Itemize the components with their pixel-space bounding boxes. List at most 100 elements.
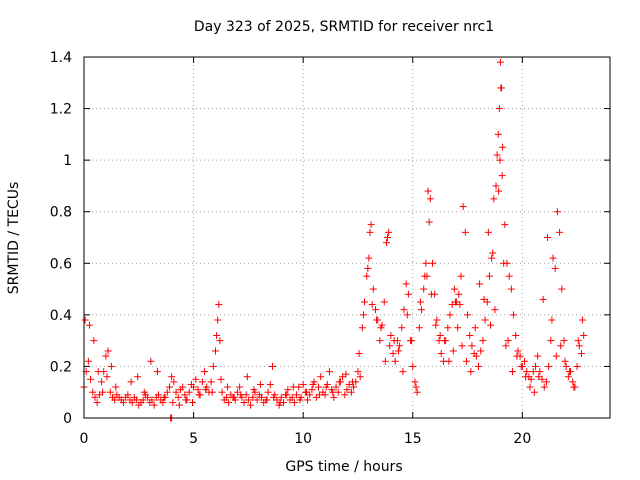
data-point — [564, 373, 572, 381]
data-point — [293, 391, 301, 399]
data-point — [542, 378, 550, 386]
data-point — [112, 383, 120, 391]
data-point — [487, 321, 495, 329]
data-point — [422, 259, 430, 267]
data-point — [208, 388, 216, 396]
data-point — [426, 195, 434, 203]
data-point — [343, 386, 351, 394]
data-point — [188, 399, 196, 407]
data-point — [479, 337, 487, 345]
data-point — [277, 393, 285, 401]
data-point — [87, 375, 95, 383]
data-point — [308, 386, 316, 394]
data-point — [459, 203, 467, 211]
data-point — [412, 383, 420, 391]
data-point — [366, 228, 374, 236]
data-point — [170, 378, 178, 386]
data-points — [80, 58, 588, 422]
data-point — [556, 228, 564, 236]
data-point — [315, 383, 323, 391]
data-point — [404, 290, 412, 298]
data-point — [148, 396, 156, 404]
data-point — [492, 182, 500, 190]
x-tick-label: 20 — [513, 431, 531, 447]
data-point — [371, 306, 379, 314]
data-point — [427, 290, 435, 298]
data-point — [494, 130, 502, 138]
data-point — [505, 272, 513, 280]
data-point — [527, 375, 535, 383]
data-point — [507, 285, 515, 293]
data-point — [359, 311, 367, 319]
data-point — [445, 357, 453, 365]
x-tick-label: 0 — [80, 431, 89, 447]
y-tick-label: 1.2 — [50, 102, 72, 118]
data-point — [395, 347, 403, 355]
data-point — [574, 337, 582, 345]
data-point — [256, 380, 264, 388]
data-point — [560, 337, 568, 345]
data-point — [165, 383, 173, 391]
data-point — [103, 373, 111, 381]
data-point — [147, 357, 155, 365]
data-point — [249, 393, 257, 401]
data-point — [224, 383, 232, 391]
data-point — [411, 378, 419, 386]
data-point — [347, 388, 355, 396]
data-point — [243, 373, 251, 381]
data-point — [561, 357, 569, 365]
y-tick-label: 0.2 — [50, 359, 72, 375]
data-point — [468, 342, 476, 350]
data-point — [425, 218, 433, 226]
data-point — [508, 368, 516, 376]
data-point — [244, 396, 252, 404]
data-point — [236, 383, 244, 391]
plot-frame — [83, 56, 611, 419]
data-point — [94, 368, 102, 376]
data-point — [547, 337, 555, 345]
data-point — [358, 324, 366, 332]
data-point — [526, 383, 534, 391]
data-point — [134, 373, 142, 381]
data-point — [400, 306, 408, 314]
data-point — [580, 331, 588, 339]
data-point — [485, 272, 493, 280]
data-point — [216, 337, 224, 345]
data-point — [376, 337, 384, 345]
data-point — [416, 298, 424, 306]
data-point — [182, 396, 190, 404]
data-point — [458, 342, 466, 350]
data-point — [341, 391, 349, 399]
data-point — [155, 391, 163, 399]
data-point — [222, 393, 230, 401]
data-point — [489, 249, 497, 257]
data-point — [441, 337, 449, 345]
data-point — [266, 380, 274, 388]
data-point — [380, 298, 388, 306]
data-point — [213, 331, 221, 339]
x-axis-label: GPS time / hours — [285, 459, 402, 475]
data-point — [498, 172, 506, 180]
data-point — [290, 399, 298, 407]
data-point — [140, 388, 148, 396]
data-point — [534, 352, 542, 360]
data-point — [348, 378, 356, 386]
data-point — [212, 347, 219, 355]
data-point — [496, 156, 504, 164]
data-point — [209, 362, 217, 370]
tick-labels: 0 5 10 15 20 0 0.2 0.4 0.6 0.8 1 1.2 1.4 — [50, 50, 532, 447]
chart-title: Day 323 of 2025, SRMTID for receiver nrc… — [194, 19, 494, 35]
data-point — [139, 396, 147, 404]
data-point — [284, 386, 292, 394]
data-point — [504, 337, 512, 345]
data-point — [81, 316, 89, 324]
data-point — [119, 399, 127, 407]
data-point — [355, 350, 363, 358]
data-point — [104, 347, 112, 355]
data-point — [398, 324, 406, 332]
x-tick-label: 5 — [189, 431, 198, 447]
data-point — [169, 399, 177, 407]
data-point — [499, 143, 507, 151]
data-point — [432, 321, 440, 329]
data-point — [90, 337, 98, 345]
